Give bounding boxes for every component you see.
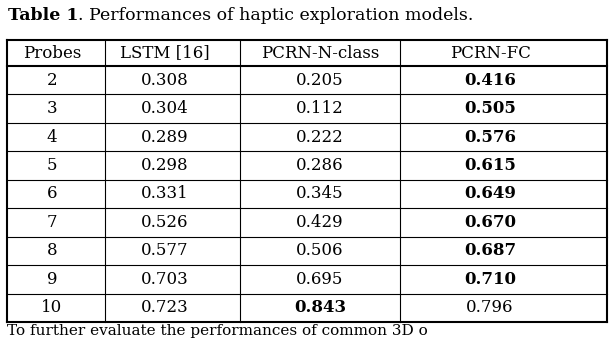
Text: 0.308: 0.308: [141, 72, 189, 89]
Text: 0.723: 0.723: [141, 299, 189, 316]
Text: 0.796: 0.796: [466, 299, 514, 316]
Text: Table 1: Table 1: [8, 7, 79, 24]
Text: 0.670: 0.670: [464, 214, 516, 231]
Text: 0.526: 0.526: [141, 214, 188, 231]
Text: 0.615: 0.615: [464, 157, 516, 174]
Text: 0.205: 0.205: [296, 72, 344, 89]
Text: 0.331: 0.331: [141, 186, 189, 203]
Text: PCRN-FC: PCRN-FC: [449, 44, 530, 62]
Text: 0.345: 0.345: [296, 186, 344, 203]
Text: 0.695: 0.695: [297, 271, 344, 288]
Text: LSTM [16]: LSTM [16]: [120, 44, 210, 62]
Text: 0.649: 0.649: [464, 186, 516, 203]
Text: 0.286: 0.286: [296, 157, 344, 174]
Text: 0.289: 0.289: [141, 128, 189, 146]
Text: 0.576: 0.576: [464, 128, 516, 146]
Text: 2: 2: [47, 72, 57, 89]
Text: 0.416: 0.416: [464, 72, 516, 89]
Text: 7: 7: [47, 214, 57, 231]
Text: 9: 9: [47, 271, 57, 288]
Text: Probes: Probes: [23, 44, 81, 62]
Text: 0.703: 0.703: [141, 271, 189, 288]
Text: 0.843: 0.843: [294, 299, 346, 316]
Text: . Performances of haptic exploration models.: . Performances of haptic exploration mod…: [79, 7, 474, 24]
Text: 0.505: 0.505: [464, 100, 516, 117]
Text: To further evaluate the performances of common 3D o: To further evaluate the performances of …: [7, 324, 428, 338]
Text: 0.577: 0.577: [141, 243, 189, 259]
Text: 0.304: 0.304: [141, 100, 189, 117]
Text: 0.222: 0.222: [296, 128, 344, 146]
Text: 4: 4: [47, 128, 57, 146]
Text: 0.429: 0.429: [296, 214, 344, 231]
Text: 0.298: 0.298: [141, 157, 189, 174]
Text: 6: 6: [47, 186, 57, 203]
Text: 10: 10: [41, 299, 63, 316]
Text: 0.687: 0.687: [464, 243, 516, 259]
Text: 8: 8: [47, 243, 57, 259]
Text: 0.710: 0.710: [464, 271, 516, 288]
Text: 0.506: 0.506: [296, 243, 344, 259]
Text: 0.112: 0.112: [296, 100, 344, 117]
Text: 5: 5: [47, 157, 57, 174]
Text: 3: 3: [47, 100, 57, 117]
Text: PCRN-N-class: PCRN-N-class: [261, 44, 379, 62]
